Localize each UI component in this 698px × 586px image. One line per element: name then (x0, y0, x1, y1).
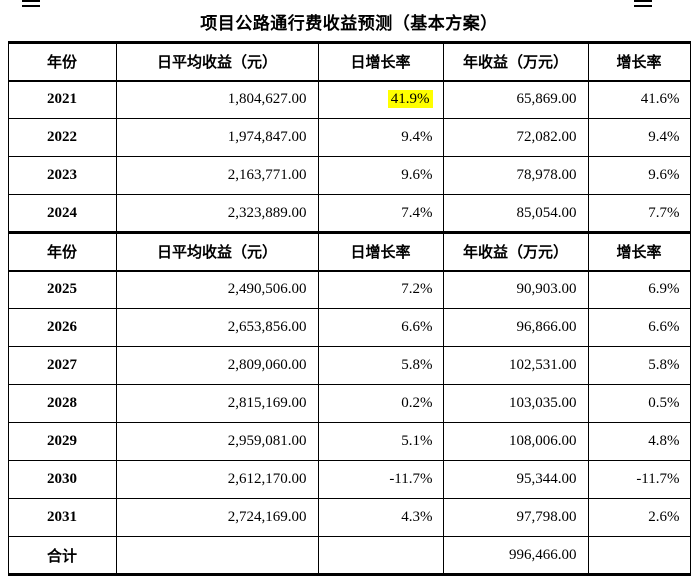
growth-cell: 7.7% (587, 194, 691, 233)
daily-avg-cell: 2,612,170.00 (115, 460, 319, 499)
table-row: 2022 1,974,847.00 9.4% 72,082.00 9.4% (7, 118, 691, 157)
highlighted-value: 41.9% (387, 90, 433, 109)
year-cell: 2030 (7, 460, 117, 499)
daily-avg-cell: 1,804,627.00 (115, 79, 319, 119)
year-cell: 2027 (7, 346, 117, 385)
table-row: 2029 2,959,081.00 5.1% 108,006.00 4.8% (7, 422, 691, 461)
annual-cell: 72,082.00 (442, 118, 589, 157)
header-daily-growth: 日增长率 (317, 41, 444, 81)
page-title: 项目公路通行费收益预测（基本方案） (200, 14, 498, 33)
table-row: 2030 2,612,170.00 -11.7% 95,344.00 -11.7… (7, 460, 691, 499)
table-row: 2026 2,653,856.00 6.6% 96,866.00 6.6% (7, 308, 691, 347)
daily-growth-cell: -11.7% (317, 460, 444, 499)
revenue-forecast-table: 年份 日平均收益（元） 日增长率 年收益（万元） 增长率 2021 1,804,… (7, 41, 691, 576)
annual-cell: 96,866.00 (442, 308, 589, 347)
growth-cell: 5.8% (587, 346, 691, 385)
daily-growth-cell: 5.1% (317, 422, 444, 461)
table-row: 2031 2,724,169.00 4.3% 97,798.00 2.6% (7, 498, 691, 537)
daily-avg-cell: 2,323,889.00 (115, 194, 319, 233)
header-annual: 年收益（万元） (442, 231, 589, 271)
growth-cell: 4.8% (587, 422, 691, 461)
year-cell: 2022 (7, 118, 117, 157)
daily-growth-cell: 5.8% (317, 346, 444, 385)
table-row: 2028 2,815,169.00 0.2% 103,035.00 0.5% (7, 384, 691, 423)
year-cell: 2029 (7, 422, 117, 461)
annual-cell: 95,344.00 (442, 460, 589, 499)
daily-avg-cell: 2,163,771.00 (115, 156, 319, 195)
daily-growth-cell: 41.9% (317, 79, 444, 119)
table-row: 2021 1,804,627.00 41.9% 65,869.00 41.6% (7, 79, 691, 119)
growth-cell: 6.9% (587, 269, 691, 309)
table-total-row: 合计 996,466.00 (7, 536, 691, 576)
annual-cell: 85,054.00 (442, 194, 589, 233)
table-header-row-1: 年份 日平均收益（元） 日增长率 年收益（万元） 增长率 (7, 41, 691, 81)
daily-avg-cell: 1,974,847.00 (115, 118, 319, 157)
header-growth: 增长率 (587, 41, 691, 81)
daily-avg-cell: 2,653,856.00 (115, 308, 319, 347)
annual-cell: 65,869.00 (442, 79, 589, 119)
header-daily-avg: 日平均收益（元） (115, 231, 319, 271)
header-annual: 年收益（万元） (442, 41, 589, 81)
daily-growth-cell: 6.6% (317, 308, 444, 347)
total-growth-cell (587, 536, 691, 576)
growth-cell: 41.6% (587, 79, 691, 119)
daily-avg-cell: 2,490,506.00 (115, 269, 319, 309)
annual-cell: 108,006.00 (442, 422, 589, 461)
growth-cell: 6.6% (587, 308, 691, 347)
header-year: 年份 (7, 41, 117, 81)
annual-cell: 102,531.00 (442, 346, 589, 385)
year-cell: 2025 (7, 269, 117, 309)
page-edge-artifact-right (634, 0, 652, 7)
annual-cell: 78,978.00 (442, 156, 589, 195)
annual-cell: 103,035.00 (442, 384, 589, 423)
table-row: 2025 2,490,506.00 7.2% 90,903.00 6.9% (7, 269, 691, 309)
daily-avg-cell: 2,815,169.00 (115, 384, 319, 423)
page-edge-artifact-left (22, 0, 40, 7)
table-header-row-2: 年份 日平均收益（元） 日增长率 年收益（万元） 增长率 (7, 231, 691, 271)
daily-growth-cell: 9.4% (317, 118, 444, 157)
header-daily-growth: 日增长率 (317, 231, 444, 271)
year-cell: 2028 (7, 384, 117, 423)
year-cell: 2026 (7, 308, 117, 347)
daily-avg-cell: 2,809,060.00 (115, 346, 319, 385)
header-growth: 增长率 (587, 231, 691, 271)
table-row: 2023 2,163,771.00 9.6% 78,978.00 9.6% (7, 156, 691, 195)
growth-cell: 9.4% (587, 118, 691, 157)
daily-growth-cell: 9.6% (317, 156, 444, 195)
year-cell: 2031 (7, 498, 117, 537)
daily-growth-cell: 0.2% (317, 384, 444, 423)
daily-growth-cell: 7.2% (317, 269, 444, 309)
daily-growth-cell: 7.4% (317, 194, 444, 233)
growth-cell: 9.6% (587, 156, 691, 195)
daily-avg-cell: 2,724,169.00 (115, 498, 319, 537)
annual-cell: 90,903.00 (442, 269, 589, 309)
daily-growth-cell: 4.3% (317, 498, 444, 537)
total-label-cell: 合计 (7, 536, 117, 576)
table-row: 2024 2,323,889.00 7.4% 85,054.00 7.7% (7, 194, 691, 233)
header-daily-avg: 日平均收益（元） (115, 41, 319, 81)
year-cell: 2021 (7, 79, 117, 119)
total-daily-avg-cell (115, 536, 319, 576)
annual-cell: 97,798.00 (442, 498, 589, 537)
total-daily-growth-cell (317, 536, 444, 576)
growth-cell: 0.5% (587, 384, 691, 423)
daily-avg-cell: 2,959,081.00 (115, 422, 319, 461)
total-annual-cell: 996,466.00 (442, 536, 589, 576)
growth-cell: -11.7% (587, 460, 691, 499)
growth-cell: 2.6% (587, 498, 691, 537)
table-row: 2027 2,809,060.00 5.8% 102,531.00 5.8% (7, 346, 691, 385)
header-year: 年份 (7, 231, 117, 271)
year-cell: 2024 (7, 194, 117, 233)
year-cell: 2023 (7, 156, 117, 195)
